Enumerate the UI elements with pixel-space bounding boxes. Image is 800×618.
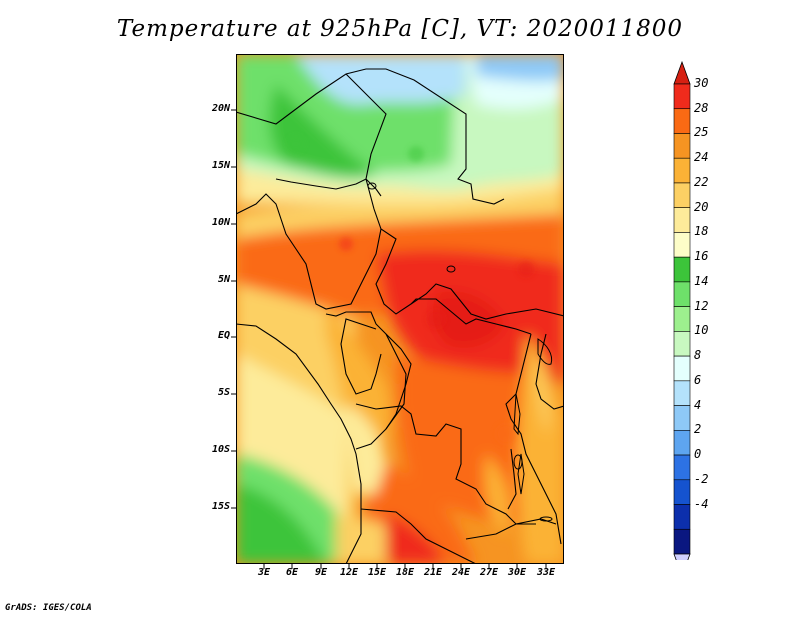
lat-label: 15N (211, 160, 230, 171)
colorbar-swatch (673, 182, 691, 208)
colorbar (673, 60, 691, 560)
lat-label: 10S (211, 444, 230, 455)
lon-label: 21E (423, 567, 443, 578)
lon-label: 18E (395, 567, 415, 578)
colorbar-swatch (673, 355, 691, 382)
map-frame (236, 54, 564, 564)
lon-label: 24E (451, 567, 471, 578)
colorbar-label: 2 (694, 422, 702, 437)
temperature-map (236, 54, 564, 564)
colorbar-label: 0 (694, 447, 702, 462)
lakes (367, 182, 553, 522)
lat-label: EQ (217, 330, 230, 341)
lon-label: 6E (285, 567, 299, 578)
colorbar-label: 12 (694, 298, 709, 313)
colorbar-label: 8 (694, 348, 702, 363)
colorbar-label: 25 (694, 125, 709, 140)
colorbar-label: 14 (694, 273, 709, 288)
colorbar-swatch (673, 232, 691, 258)
colorbar-swatch (673, 380, 691, 406)
lon-label: 33E (536, 567, 556, 578)
colorbar-label: 6 (694, 372, 702, 387)
colorbar-label: 28 (694, 100, 709, 115)
colorbar-swatch (673, 133, 691, 159)
colorbar-top-arrow (673, 60, 691, 85)
colorbar-label: 10 (694, 323, 709, 338)
lon-label: 9E (314, 567, 328, 578)
lat-label: 15S (211, 501, 230, 512)
lon-label: 3E (257, 567, 271, 578)
colorbar-label: 20 (694, 199, 709, 214)
lon-label: 27E (479, 567, 499, 578)
colorbar-swatch (673, 207, 691, 233)
colorbar-label: 30 (694, 76, 709, 90)
lat-label: 5S (217, 387, 230, 398)
colorbar-label: -2 (694, 471, 709, 486)
colorbar-swatch (673, 528, 691, 555)
colorbar-label: 18 (694, 224, 709, 239)
grads-credit: GrADS: IGES/COLA (5, 603, 92, 613)
lon-label: 12E (339, 567, 359, 578)
colorbar-label: 22 (694, 174, 709, 189)
lon-label: 15E (367, 567, 387, 578)
colorbar-swatch (673, 331, 691, 357)
colorbar-label: 16 (694, 249, 709, 264)
colorbar-swatch (673, 256, 691, 283)
colorbar-swatch (673, 405, 691, 431)
colorbar-bottom-arrow (673, 553, 691, 560)
colorbar-swatch (673, 281, 691, 307)
lon-label: 30E (507, 567, 527, 578)
colorbar-swatch (673, 157, 691, 184)
colorbar-swatch (673, 504, 691, 530)
colorbar-swatch (673, 430, 691, 456)
chart-title: Temperature at 925hPa [C], VT: 202001180… (116, 16, 684, 42)
colorbar-swatch (673, 454, 691, 481)
colorbar-swatch (673, 83, 691, 110)
lat-label: 10N (211, 217, 230, 228)
colorbar-swatch (673, 108, 691, 134)
lat-label: 20N (211, 103, 230, 114)
colorbar-label: 24 (694, 150, 709, 165)
political-borders (236, 68, 564, 564)
lat-label: 5N (217, 274, 230, 285)
colorbar-label: -4 (694, 496, 709, 511)
colorbar-swatch (673, 306, 691, 332)
colorbar-label: 4 (694, 397, 702, 412)
colorbar-swatch (673, 479, 691, 505)
